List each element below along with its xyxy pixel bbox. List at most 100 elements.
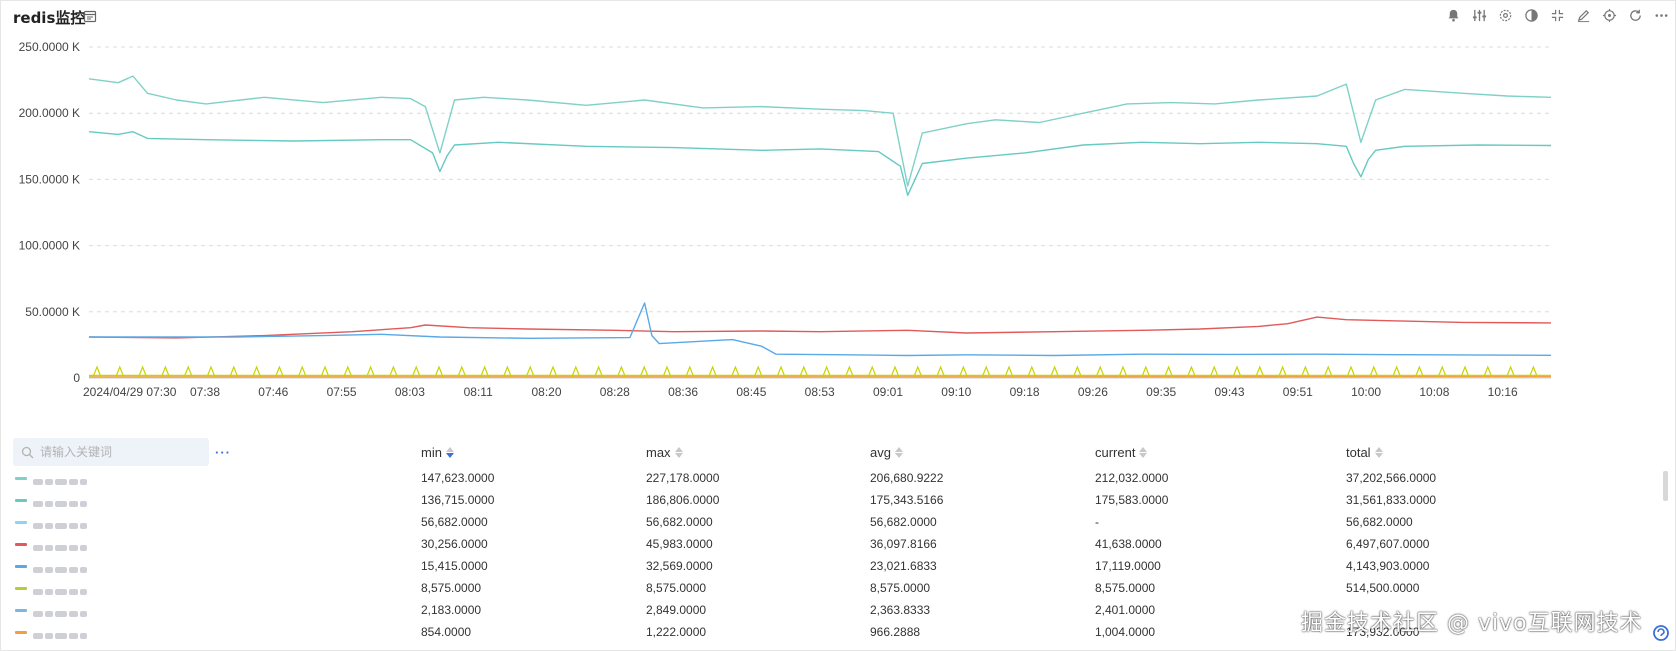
x-tick-label: 08:53 (805, 385, 835, 399)
legend-row[interactable]: 30,256.0000 45,983.0000 36,097.8166 41,638.… (1, 533, 1661, 556)
cell-avg: 2,363.8333 (870, 603, 931, 617)
x-tick-label: 09:10 (941, 385, 971, 399)
series-color-swatch (15, 477, 27, 480)
panel-title: redis监控 (13, 9, 86, 27)
watermark-text: 掘金技术社区 @ vivo互联网技术 (1301, 611, 1643, 636)
series-line-3[interactable] (88, 316, 1552, 339)
series-5-mark (1483, 365, 1493, 378)
series-line-1[interactable] (88, 75, 1552, 187)
column-header-label: avg (870, 445, 891, 460)
x-tick-label: 08:20 (531, 385, 561, 399)
cell-current: 8,575.0000 (1095, 581, 1156, 595)
legend-row[interactable]: 136,715.0000 186,806.0000 175,343.5166 175,… (1, 489, 1661, 512)
vertical-scrollbar[interactable] (1663, 471, 1668, 501)
y-tick-label: 100.0000 K (19, 239, 80, 253)
legend-row[interactable]: 15,415.0000 32,569.0000 23,021.6833 17,119.… (1, 555, 1661, 578)
cell-max: 2,849.0000 (646, 603, 707, 617)
settings-icon[interactable] (1497, 7, 1513, 23)
series-5-mark (1118, 365, 1128, 378)
legend-row[interactable]: 854.0000 1,222.0000 966.2888 1,004.0000 173,… (1, 621, 1661, 644)
legend-row[interactable]: 56,682.0000 56,682.0000 56,682.0000 - 56,682… (1, 511, 1661, 534)
series-5-mark (183, 365, 193, 378)
series-5-mark (1027, 365, 1037, 378)
series-color-swatch (15, 521, 27, 524)
legend-row[interactable]: 2,183.0000 2,849.0000 2,363.8333 2,401.0000 (1, 599, 1661, 622)
calendar-icon[interactable] (83, 9, 97, 23)
compare-icon[interactable] (1523, 7, 1539, 23)
series-5-mark (366, 365, 376, 378)
cell-current: 17,119.0000 (1095, 559, 1161, 573)
series-line-4[interactable] (89, 302, 1552, 357)
series-name-redacted (33, 560, 93, 573)
series-name-redacted (33, 472, 93, 485)
series-5-mark (252, 365, 262, 378)
line-chart[interactable]: 250.0000 K 200.0000 K 150.0000 K 100.0000 K… (1, 35, 1676, 435)
series-5-mark (616, 365, 626, 378)
sort-icon[interactable] (1139, 447, 1148, 458)
series-5-mark (434, 365, 444, 378)
refresh-icon[interactable] (1627, 7, 1643, 23)
series-5-mark (411, 365, 421, 378)
series-5-mark (457, 365, 467, 378)
series-color-swatch (15, 565, 27, 568)
y-axis: 250.0000 K 200.0000 K 150.0000 K 100.0000 K… (19, 40, 81, 385)
series-5-mark (776, 365, 786, 378)
series-line-2[interactable] (88, 131, 1552, 196)
cell-min: 8,575.0000 (421, 581, 482, 595)
column-header-total[interactable]: total (1346, 445, 1383, 460)
more-icon[interactable] (1653, 7, 1669, 23)
column-header-max[interactable]: max (646, 445, 683, 460)
assistant-icon[interactable] (1651, 623, 1671, 643)
sort-icon[interactable] (445, 447, 454, 458)
shrink-icon[interactable] (1549, 7, 1565, 23)
y-tick-label: 150.0000 K (19, 172, 80, 186)
series-5-mark (1141, 365, 1151, 378)
x-tick-label: 08:03 (395, 385, 425, 399)
sort-icon[interactable] (674, 447, 683, 458)
series-5-mark (1414, 365, 1424, 378)
x-tick-label: 09:43 (1214, 385, 1244, 399)
series-5-mark (229, 365, 239, 378)
series-5-mark (981, 365, 991, 378)
series-5-mark (1072, 365, 1082, 378)
x-tick-label: 07:46 (258, 385, 288, 399)
cell-max: 56,682.0000 (646, 515, 713, 529)
series-5-mark (1095, 365, 1105, 378)
series-5-mark (936, 365, 946, 378)
series-5-mark (799, 365, 809, 378)
series-5-mark (1346, 365, 1356, 378)
series-5-mark (753, 365, 763, 378)
panel-toolbar (1445, 7, 1669, 27)
cell-total: 514,500.0000 (1346, 581, 1420, 595)
column-header-current[interactable]: current (1095, 445, 1148, 460)
cell-current: 2,401.0000 (1095, 603, 1156, 617)
x-tick-label: 10:00 (1351, 385, 1381, 399)
cell-avg: 8,575.0000 (870, 581, 931, 595)
series-lines (88, 75, 1552, 378)
column-header-min[interactable]: min (421, 445, 454, 460)
legend-row[interactable]: 147,623.0000 227,178.0000 206,680.9222 212,… (1, 467, 1661, 490)
legend-search-input[interactable] (40, 445, 200, 459)
locate-icon[interactable] (1601, 7, 1617, 23)
column-header-avg[interactable]: avg (870, 445, 903, 460)
series-5-mark (1255, 365, 1265, 378)
legend-row[interactable]: 8,575.0000 8,575.0000 8,575.0000 8,575.0000… (1, 577, 1661, 600)
cell-min: 2,183.0000 (421, 603, 482, 617)
sort-icon[interactable] (894, 447, 903, 458)
edit-icon[interactable] (1575, 7, 1591, 23)
x-tick-label: 10:08 (1419, 385, 1449, 399)
sliders-icon[interactable] (1471, 7, 1487, 23)
cell-total: 37,202,566.0000 (1346, 471, 1437, 485)
legend-more-button[interactable]: ··· (215, 445, 231, 460)
series-color-swatch (15, 631, 27, 634)
bell-icon[interactable] (1445, 7, 1461, 23)
sort-icon[interactable] (1374, 447, 1383, 458)
series-name-redacted (33, 582, 93, 595)
series-5-mark (138, 365, 148, 378)
series-5-mark (822, 365, 832, 378)
y-tick-label: 250.0000 K (19, 40, 80, 54)
periodic-series-marks (92, 365, 1538, 378)
series-5-mark (115, 365, 125, 378)
cell-total: 4,143,903.0000 (1346, 559, 1430, 573)
